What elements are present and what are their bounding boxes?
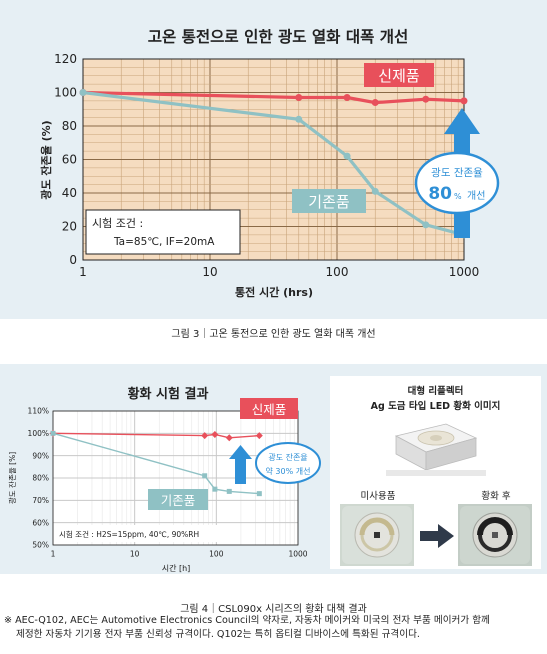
- footnote-line1: ※ AEC-Q102, AEC는 Automotive Electronics …: [4, 615, 490, 626]
- chart2-grid: [52, 410, 299, 546]
- test-conditions-label: 시험 조건 :: [92, 217, 143, 230]
- chart1-y-label: 광도 잔존율 (%): [39, 120, 53, 199]
- c2-x-tick-label: 100: [209, 550, 224, 559]
- c1-y-tick-label: 20: [62, 220, 77, 234]
- chart2-series: [49, 429, 263, 497]
- legend-new-product-label: 신제품: [378, 67, 419, 85]
- figure4-caption: 그림 4｜CSL090x 시리즈의 황화 대책 결과: [180, 604, 367, 615]
- chart2-y-ticks: 50% 60% 70% 80% 90% 100% 110%: [28, 407, 49, 550]
- chart1-series: [79, 89, 468, 239]
- c1-series-point-1: [295, 115, 303, 123]
- callout-unit: %: [454, 192, 462, 201]
- c2-y-tick-label: 80%: [32, 474, 49, 483]
- c2-series-point-0: [201, 432, 209, 440]
- led-package-image: [386, 416, 486, 476]
- c2-x-tick-label: 1000: [288, 550, 307, 559]
- c1-y-tick-label: 0: [69, 253, 77, 267]
- chart2-title: 황화 시험 결과: [128, 386, 209, 402]
- callout-line1: 광도 잔존율: [431, 167, 483, 179]
- c2-y-tick-label: 50%: [32, 541, 49, 550]
- c2-x-tick-label: 1: [51, 550, 56, 559]
- test-conditions-value: Ta=85℃, IF=20mA: [113, 236, 215, 248]
- c1-y-tick-label: 100: [54, 86, 77, 100]
- high-temp-chart: 고온 통전으로 인한 광도 열화 대폭 개선 0 20 40 60 80 100 120 1…: [39, 27, 500, 299]
- c2-series-point-1: [212, 486, 218, 492]
- c1-series-point-0: [460, 97, 468, 105]
- chart2-y-label: 광도 잔존율 [%]: [7, 452, 17, 504]
- c2-y-tick-label: 60%: [32, 518, 49, 527]
- test-conditions-2: 시험 조건 : H2S=15ppm, 40℃, 90%RH: [59, 529, 199, 539]
- c2-series-point-0: [225, 434, 233, 442]
- chart1-title: 고온 통전으로 인한 광도 열화 대폭 개선: [148, 27, 409, 46]
- c1-x-tick-label: 1: [79, 265, 87, 279]
- improvement-arrow-2: [229, 445, 252, 484]
- legend-new-product: 신제품: [364, 63, 434, 87]
- legend-old-product-label: 기존품: [308, 193, 349, 211]
- c1-series-line-1: [82, 90, 465, 237]
- c2-series-point-1: [226, 488, 232, 494]
- before-label: 미사용품: [360, 491, 396, 502]
- c2-series-point-0: [211, 430, 219, 438]
- c2-series-point-1: [256, 491, 262, 497]
- figure3-panel: 고온 통전으로 인한 광도 열화 대폭 개선 0 20 40 60 80 100 120 1…: [0, 0, 547, 319]
- c1-series-line-0: [82, 90, 465, 105]
- test-conditions-box: 시험 조건 : Ta=85℃, IF=20mA: [85, 209, 241, 255]
- improvement-callout: 광도 잔존율 80 % 개선: [414, 151, 500, 215]
- c1-y-tick-label: 120: [54, 52, 77, 66]
- c1-series-point-0: [371, 99, 379, 107]
- led-before-photo: [340, 504, 414, 566]
- led-photo-area: 대형 리플렉터 Ag 도금 타입 LED 황화 이미지 미사용품 황화 후: [330, 376, 541, 569]
- c1-y-tick-label: 40: [62, 186, 77, 200]
- chart1-x-label: 통전 시간 (hrs): [235, 285, 313, 299]
- c1-series-point-1: [371, 187, 379, 195]
- c2-series-point-0: [255, 432, 263, 440]
- callout2-line1: 광도 잔존율: [268, 452, 307, 462]
- legend2-old-product-label: 기존품: [161, 493, 196, 508]
- c1-series-point-1: [422, 221, 430, 229]
- led-after-photo: [458, 504, 532, 566]
- test-conditions-box-2: 시험 조건 : H2S=15ppm, 40℃, 90%RH: [55, 525, 220, 542]
- c1-series-point-0: [343, 94, 351, 102]
- legend-old-product: 기존품: [292, 189, 366, 213]
- c2-x-tick-label: 10: [130, 550, 140, 559]
- footnote: ※ AEC-Q102, AEC는 Automotive Electronics …: [4, 614, 544, 642]
- c1-series-point-0: [422, 95, 430, 103]
- c1-y-tick-label: 80: [62, 119, 77, 133]
- callout-big-number: 80: [428, 184, 452, 204]
- c2-series-point-1: [50, 430, 56, 436]
- legend2-old-product: 기존품: [148, 489, 208, 510]
- photo-title-line1: 대형 리플렉터: [407, 386, 464, 397]
- c2-y-tick-label: 110%: [28, 407, 49, 416]
- c1-x-tick-label: 10: [202, 265, 217, 279]
- legend2-new-product-label: 신제품: [252, 402, 287, 417]
- legend2-new-product: 신제품: [240, 398, 298, 419]
- photo-title-line2: Ag 도금 타입 LED 황화 이미지: [370, 401, 501, 412]
- chart2-x-ticks: 1 10 100 1000: [51, 550, 308, 559]
- c2-y-tick-label: 70%: [32, 496, 49, 505]
- chart2-x-label: 시간 [h]: [162, 563, 191, 573]
- c2-series-point-1: [202, 473, 208, 479]
- callout-suffix: 개선: [467, 190, 485, 202]
- c2-y-tick-label: 90%: [32, 451, 49, 460]
- c1-y-tick-label: 60: [62, 153, 77, 167]
- figure4-panel: 황화 시험 결과 50% 60% 70% 80% 90% 100% 110% 1 10 100 1…: [0, 364, 547, 574]
- c1-x-tick-label: 100: [326, 265, 349, 279]
- after-label: 황화 후: [481, 491, 511, 502]
- c1-series-point-0: [295, 94, 303, 102]
- chart1-x-ticks: 1 10 100 1000: [79, 265, 479, 279]
- c1-series-point-1: [79, 89, 87, 96]
- process-arrow-icon: [420, 524, 454, 548]
- c1-series-point-1: [343, 152, 351, 160]
- callout2-line2: 약 30% 개선: [266, 466, 311, 476]
- improvement-callout-2: 광도 잔존율 약 30% 개선: [255, 442, 321, 484]
- c1-x-tick-label: 1000: [449, 265, 480, 279]
- figure3-caption: 그림 3｜고온 통전으로 인한 광도 열화 대폭 개선: [171, 329, 376, 340]
- c2-y-tick-label: 100%: [28, 429, 49, 438]
- footnote-line2: 제정한 자동차 기기용 전자 부품 신뢰성 규격이다. Q102는 특히 옵티컬…: [16, 629, 420, 640]
- chart1-y-ticks: 0 20 40 60 80 100 120: [54, 52, 77, 267]
- sulfuration-chart: 황화 시험 결과 50%60%70%80%90%100%110% 1 10 100 1…: [7, 386, 321, 573]
